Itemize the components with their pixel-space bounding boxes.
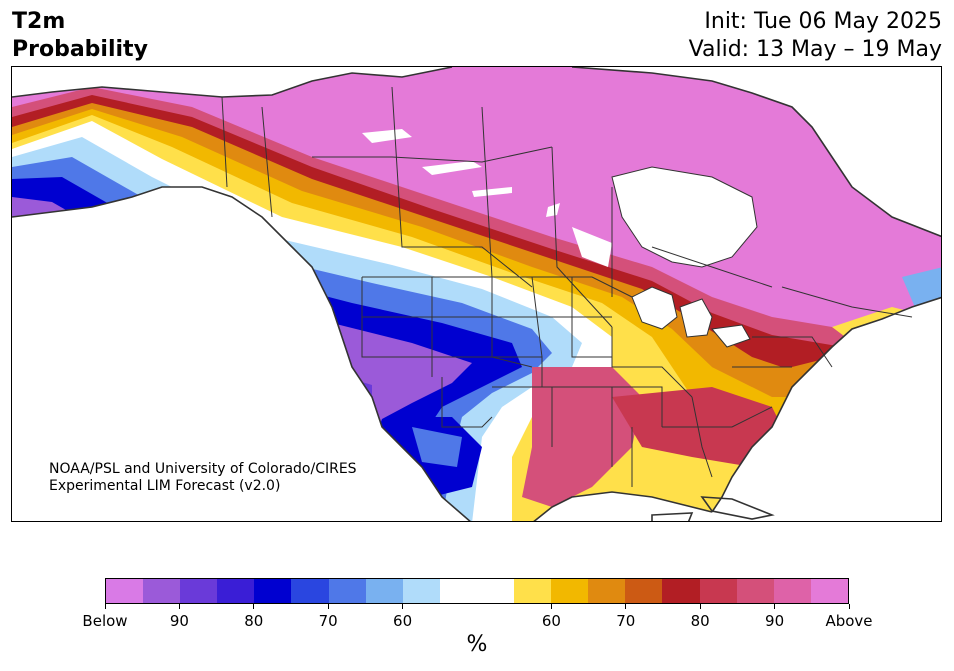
colorbar-bin-9: [439, 579, 477, 603]
forecast-map-canvas: [12, 67, 941, 521]
colorbar-bin-13: [588, 579, 626, 603]
colorbar-tick-mark: [774, 604, 776, 609]
colorbar-tick-mark: [848, 604, 850, 609]
variable-label: T2m: [12, 9, 66, 34]
credit-line-2: Experimental LIM Forecast (v2.0): [49, 478, 281, 494]
colorbar-tick-label: 70: [318, 612, 338, 630]
colorbar-tick-mark: [327, 604, 329, 609]
map-title-right: Init: Tue 06 May 2025 Valid: 13 May – 19…: [689, 8, 942, 64]
colorbar-bin-2: [180, 579, 218, 603]
colorbar-units: %: [466, 632, 488, 657]
colorbar-tick-mark: [253, 604, 255, 609]
colorbar-tick-label: 60: [393, 612, 413, 630]
colorbar-tick-mark: [402, 604, 404, 609]
colorbar-bin-14: [625, 579, 663, 603]
colorbar-bin-8: [402, 579, 440, 603]
colorbar-tick-mark: [104, 604, 106, 609]
probability-colorbar: [105, 578, 849, 604]
map-title-left: T2m Probability: [12, 8, 148, 64]
forecast-map: [11, 66, 942, 522]
colorbar-tick-mark: [625, 604, 627, 609]
colorbar-tick-label: 90: [169, 612, 189, 630]
colorbar-bin-4: [254, 579, 292, 603]
colorbar-bin-0: [106, 579, 144, 603]
colorbar-bin-17: [736, 579, 774, 603]
credit-line-1: NOAA/PSL and University of Colorado/CIRE…: [49, 461, 357, 477]
probability-shading: [12, 67, 941, 521]
colorbar-bin-10: [476, 579, 515, 603]
colorbar-tick-label: 90: [765, 612, 785, 630]
colorbar-bin-18: [773, 579, 811, 603]
colorbar-tick-mark: [550, 604, 552, 609]
colorbar-bin-6: [328, 579, 366, 603]
colorbar-bin-11: [514, 579, 552, 603]
colorbar-tick-mark: [178, 604, 180, 609]
colorbar-tick-label: Above: [825, 612, 873, 630]
init-date: Init: Tue 06 May 2025: [704, 9, 942, 34]
colorbar-bin-15: [662, 579, 700, 603]
colorbar-tick-label: 80: [244, 612, 264, 630]
colorbar-bin-3: [217, 579, 255, 603]
colorbar-tick-label: Below: [82, 612, 128, 630]
colorbar-bin-1: [143, 579, 181, 603]
colorbar-tick-label: 80: [690, 612, 710, 630]
water-bodies: [362, 129, 758, 348]
political-borders: [221, 86, 913, 487]
colorbar-bin-12: [551, 579, 589, 603]
colorbar-tick-mark: [699, 604, 701, 609]
colorbar-tick-label: 70: [616, 612, 636, 630]
product-label: Probability: [12, 37, 148, 62]
colorbar-bin-7: [365, 579, 403, 603]
colorbar-tick-label: 60: [541, 612, 561, 630]
coastlines: [12, 67, 941, 521]
colorbar-bin-16: [699, 579, 737, 603]
colorbar-bin-5: [291, 579, 329, 603]
credit-text: NOAA/PSL and University of Colorado/CIRE…: [49, 461, 357, 495]
colorbar-bin-19: [810, 579, 848, 603]
valid-range: Valid: 13 May – 19 May: [688, 37, 942, 62]
